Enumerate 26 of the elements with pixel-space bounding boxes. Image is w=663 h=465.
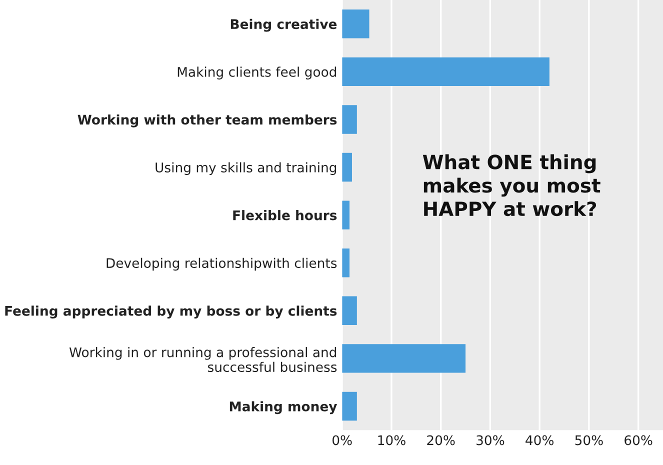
y-tick-label: Working in or running a professional and successful business — [69, 347, 337, 372]
y-tick-label: Making money — [230, 401, 338, 414]
bar — [342, 57, 550, 86]
x-tick-label: 10% — [378, 435, 406, 446]
bar — [342, 392, 357, 421]
x-tick-label: 40% — [526, 435, 554, 446]
bar — [342, 10, 370, 38]
x-tick-label: 50% — [575, 435, 603, 446]
bar — [342, 105, 357, 134]
y-tick-label: Being creative — [230, 18, 337, 32]
bar — [342, 248, 350, 278]
bar — [342, 344, 466, 373]
x-tick-label: 20% — [427, 435, 455, 446]
y-tick-label: Working with other team members — [78, 114, 337, 128]
text: What ONE thing makes you most HAPPY at work? — [422, 154, 600, 216]
y-tick-label: Using my skills and training — [156, 162, 336, 176]
y-tick-label: Flexible hours — [233, 210, 337, 220]
bar — [342, 152, 352, 182]
x-tick-label: 0% — [332, 435, 352, 446]
y-tick-label: Developing relationshipwith clients — [106, 258, 337, 271]
x-tick-label: 30% — [476, 435, 504, 446]
y-tick-label: Feeling appreciated by my boss or by clients — [5, 306, 337, 319]
y-tick-label: Making clients feel good — [178, 66, 336, 80]
x-tick-label: 60% — [624, 435, 652, 446]
bar — [342, 200, 350, 230]
bar — [342, 296, 357, 325]
